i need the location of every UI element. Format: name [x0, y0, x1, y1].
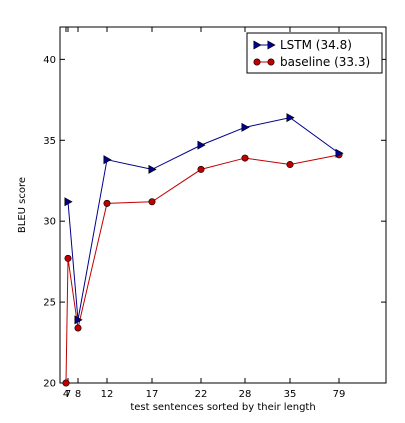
- series-point: [74, 315, 83, 325]
- series-point: [62, 379, 70, 387]
- legend-box: [246, 32, 383, 74]
- x-tick-label: 28: [239, 389, 252, 400]
- series-point: [253, 40, 262, 50]
- series-point: [267, 58, 275, 66]
- series-point: [148, 198, 156, 206]
- y-tick-label: 30: [43, 217, 56, 228]
- x-tick-label: 79: [333, 389, 346, 400]
- series-point: [335, 148, 344, 158]
- series-point: [197, 140, 206, 150]
- series-line: [67, 117, 340, 320]
- series-point: [267, 40, 276, 50]
- y-tick-label: 40: [43, 55, 56, 66]
- series-point: [148, 164, 157, 174]
- x-axis-label: test sentences sorted by their length: [130, 402, 315, 413]
- series-layer: [62, 113, 344, 387]
- series-point: [253, 58, 261, 66]
- series-point: [241, 122, 250, 132]
- ticks-layer: 20 25 30 35 40 47 8 12 17 22 28 35 79: [43, 27, 386, 400]
- x-tick-label: 35: [284, 389, 297, 400]
- x-tick-label: 4: [63, 389, 69, 400]
- x-tick-label: 7: [65, 389, 71, 400]
- legend: LSTM (34.8) baseline (33.3): [246, 32, 383, 74]
- plot-frame: [59, 26, 387, 384]
- legend-items: LSTM (34.8) baseline (33.3): [253, 38, 370, 69]
- y-tick-label: 20: [43, 379, 56, 390]
- x-tick-label: 12: [101, 389, 114, 400]
- y-tick-label: 35: [43, 136, 56, 147]
- x-tick-label: 8: [75, 389, 81, 400]
- series-point: [286, 161, 294, 169]
- legend-label: LSTM (34.8): [280, 38, 352, 52]
- series-point: [64, 197, 73, 207]
- series-point: [197, 165, 205, 173]
- x-tick-label: 22: [195, 389, 208, 400]
- y-axis-label: BLEU score: [17, 177, 28, 233]
- series-point: [103, 199, 111, 207]
- y-tick-label: 25: [43, 298, 56, 309]
- series-point: [64, 254, 72, 262]
- series-line: [65, 154, 340, 384]
- series-point: [74, 324, 82, 332]
- series-point: [103, 155, 112, 165]
- series-point: [241, 154, 249, 162]
- series-point: [286, 113, 295, 123]
- legend-label: baseline (33.3): [280, 55, 370, 69]
- x-tick-label: 17: [146, 389, 159, 400]
